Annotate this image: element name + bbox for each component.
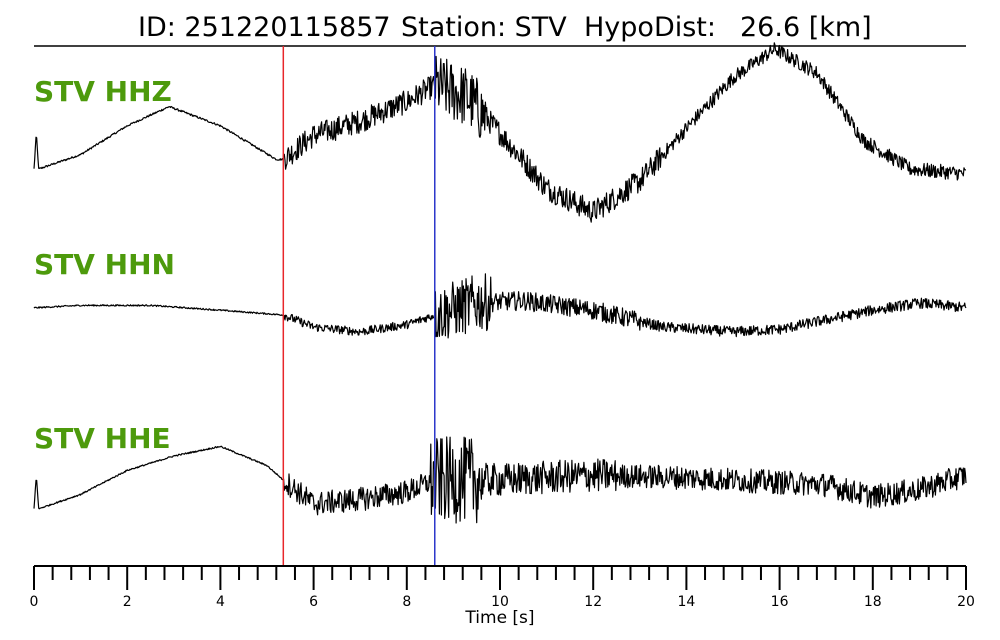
- event-id-title: ID: 251220115857: [138, 12, 391, 43]
- trace-line-hhz: [33, 42, 967, 223]
- x-tick-label: 0: [30, 594, 39, 610]
- x-tick-label: 12: [584, 594, 602, 610]
- trace-label-hhn: STV HHN: [34, 248, 175, 281]
- x-tick-label: 20: [957, 594, 975, 610]
- x-tick-label: 14: [677, 594, 695, 610]
- x-axis-ticks: [33, 566, 967, 590]
- x-tick-label: 10: [491, 594, 509, 610]
- x-tick-label: 4: [216, 594, 225, 610]
- x-tick-label: 2: [123, 594, 132, 610]
- x-tick-label: 8: [402, 594, 411, 610]
- hypodist-title-value: 26.6 [km]: [740, 12, 872, 43]
- trace-label-hhe: STV HHE: [34, 422, 171, 455]
- trace-label-hhz: STV HHZ: [34, 75, 172, 108]
- station-title: Station: STV: [401, 12, 567, 43]
- x-tick-label: 6: [309, 594, 318, 610]
- x-tick-label: 16: [771, 594, 789, 610]
- x-axis-tick-labels: 0 2 4 6 8 10 12 14 16 18 20: [30, 594, 975, 610]
- hypodist-title-label: HypoDist:: [584, 12, 716, 43]
- trace-line-hhe: [33, 436, 967, 524]
- trace-line-hhn: [33, 273, 967, 339]
- x-tick-label: 18: [864, 594, 882, 610]
- x-axis-label: Time [s]: [464, 608, 534, 628]
